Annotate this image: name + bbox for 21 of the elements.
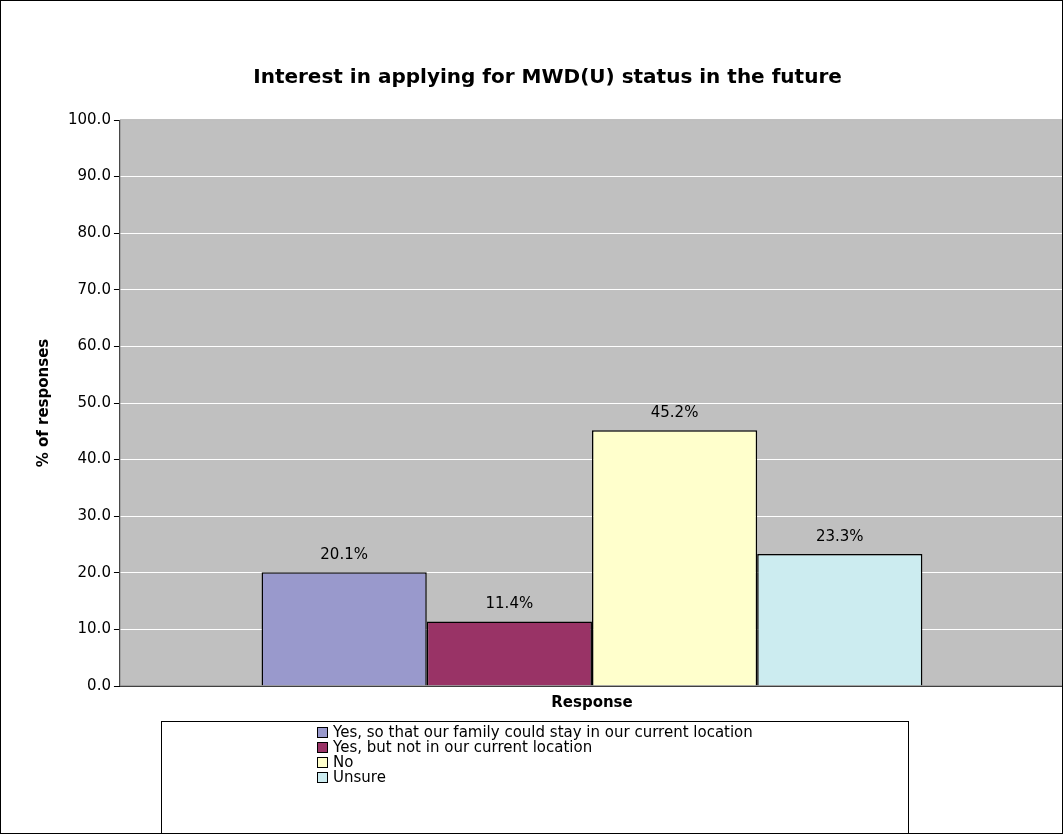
y-tick-label: 60.0 xyxy=(77,336,111,355)
y-tick-label: 80.0 xyxy=(77,223,111,242)
legend-label: Unsure xyxy=(333,768,386,786)
data-label: 45.2% xyxy=(650,402,699,421)
legend-label: No xyxy=(333,753,354,771)
chart-title: Interest in applying for MWD(U) status in the future xyxy=(253,64,842,89)
data-label: 20.1% xyxy=(320,544,368,563)
y-tick-label: 30.0 xyxy=(77,506,111,525)
y-tick-label: 40.0 xyxy=(77,449,111,468)
y-tick-label: 10.0 xyxy=(77,619,111,638)
x-axis-title: Response xyxy=(551,692,633,711)
y-axis-title: % of responses xyxy=(33,338,52,468)
legend-label: Yes, so that our family could stay in our current location xyxy=(333,723,753,741)
y-tick-label: 20.0 xyxy=(77,562,111,581)
y-tick-label: 0.0 xyxy=(87,675,111,694)
y-tick-label: 50.0 xyxy=(77,392,111,411)
y-tick-label: 100.0 xyxy=(67,109,111,128)
y-tick-label: 70.0 xyxy=(77,279,111,298)
data-label: 11.4% xyxy=(485,593,534,612)
data-label: 23.3% xyxy=(815,526,864,545)
y-tick-label: 90.0 xyxy=(77,166,111,185)
